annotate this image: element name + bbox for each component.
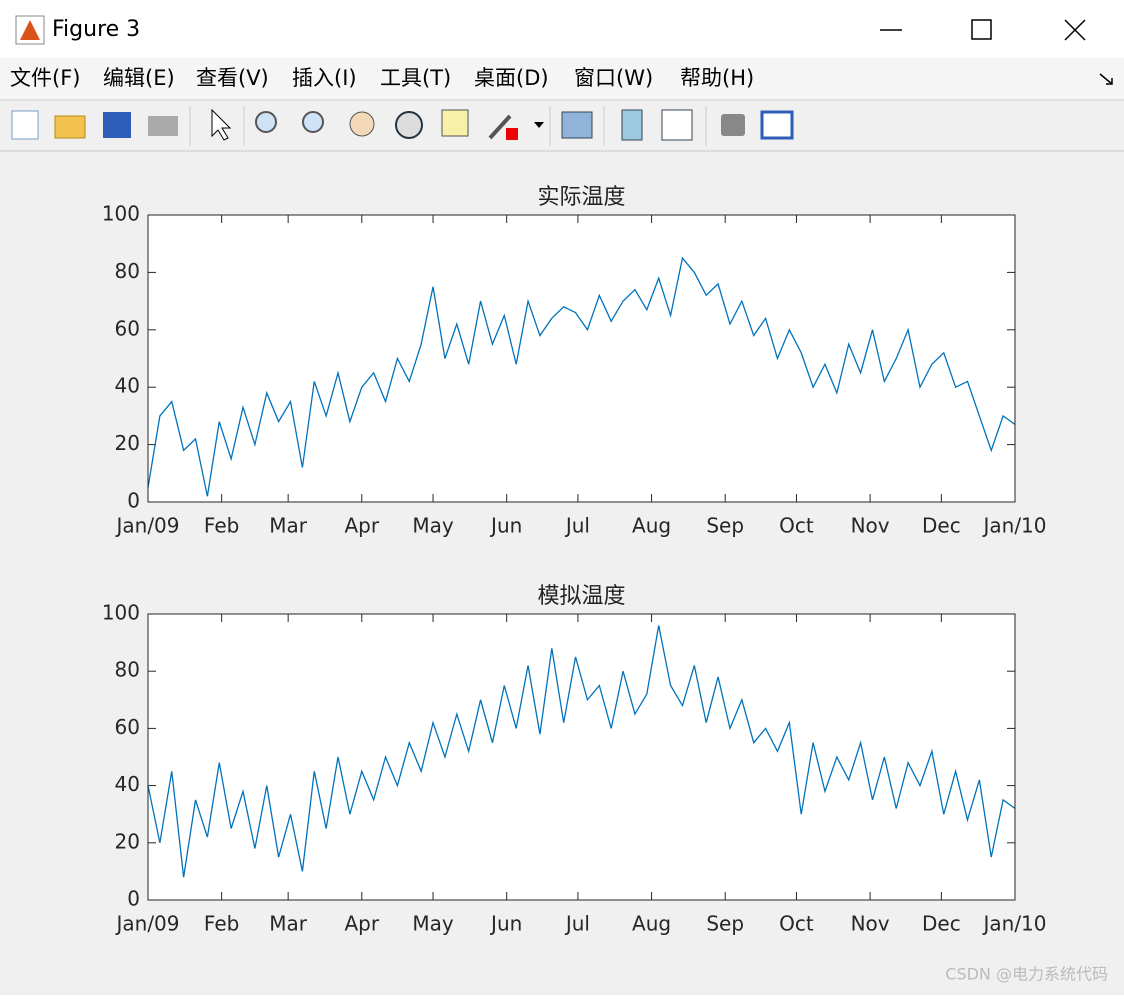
print-icon[interactable] [148, 116, 178, 136]
y-tick-label: 60 [115, 715, 140, 739]
y-tick-label: 0 [127, 489, 140, 513]
x-tick-label: Sep [706, 514, 744, 538]
plot-area [148, 215, 1015, 502]
brush-color [506, 128, 518, 140]
y-tick-label: 20 [115, 431, 140, 455]
brush-dropdown[interactable] [534, 122, 544, 128]
menu-item[interactable]: 插入(I) [292, 66, 357, 90]
pan-icon[interactable] [349, 111, 375, 137]
dock-arrow[interactable] [1099, 73, 1113, 85]
rotate-icon[interactable] [395, 111, 423, 139]
menu-item[interactable]: 查看(V) [196, 66, 269, 90]
x-tick-label: Feb [204, 912, 239, 936]
y-tick-label: 40 [115, 374, 140, 398]
y-tick-label: 80 [115, 259, 140, 283]
x-tick-label: Apr [344, 912, 379, 936]
menu-item[interactable]: 帮助(H) [680, 66, 754, 90]
x-tick-label: Jul [564, 912, 590, 936]
x-tick-label: Jun [489, 912, 522, 936]
chart-title: 模拟温度 [537, 584, 625, 609]
x-tick-label: May [412, 912, 454, 936]
open-icon[interactable] [54, 115, 86, 139]
x-tick-label: Feb [204, 514, 239, 538]
y-tick-label: 80 [115, 658, 140, 682]
colorbar-icon[interactable] [621, 109, 643, 141]
menu-item[interactable]: 文件(F) [10, 66, 80, 90]
x-tick-label: Oct [779, 514, 814, 538]
x-tick-label: Jun [489, 514, 522, 538]
x-tick-label: Mar [269, 514, 308, 538]
show-plot-tools-icon[interactable] [760, 110, 794, 140]
x-tick-label: Mar [269, 912, 308, 936]
toolbar [11, 106, 794, 146]
x-tick-label: Jan/10 [981, 514, 1046, 538]
y-tick-label: 40 [115, 772, 140, 796]
x-tick-label: Sep [706, 912, 744, 936]
watermark: CSDN @电力系统代码 [945, 965, 1108, 984]
close-button[interactable] [1064, 19, 1086, 41]
y-tick-label: 0 [127, 887, 140, 911]
menu-item[interactable]: 编辑(E) [103, 66, 175, 90]
menu: 文件(F) 编辑(E) 查看(V) 插入(I) 工具(T) 桌面(D) 窗口(W) 帮助(H) [10, 66, 754, 90]
x-tick-label: Nov [851, 514, 890, 538]
y-tick-label: 60 [115, 316, 140, 340]
x-tick-label: Nov [851, 912, 890, 936]
save-icon[interactable] [103, 112, 131, 138]
x-tick-label: Aug [632, 514, 671, 538]
hide-plot-tools-icon[interactable] [721, 114, 745, 136]
x-tick-label: Dec [922, 912, 961, 936]
y-tick-label: 20 [115, 829, 140, 853]
maximize-button[interactable] [971, 19, 992, 40]
menu-item[interactable]: 桌面(D) [474, 66, 549, 90]
title-bar [0, 0, 1124, 58]
x-tick-label: Apr [344, 514, 379, 538]
link-icon[interactable] [561, 111, 593, 139]
x-tick-label: Jan/10 [981, 912, 1046, 936]
new-icon[interactable] [11, 110, 39, 140]
x-tick-label: May [412, 514, 454, 538]
datatip-icon[interactable] [441, 109, 469, 137]
zoom-in-icon[interactable] [255, 111, 277, 133]
plot-area [148, 614, 1015, 900]
menu-bar [0, 58, 1124, 100]
x-tick-label: Oct [779, 912, 814, 936]
app-icon-shape [20, 20, 40, 40]
brush-icon[interactable] [488, 114, 512, 140]
menu-item[interactable]: 工具(T) [380, 66, 451, 90]
window-title: Figure 3 [52, 17, 140, 42]
y-tick-label: 100 [102, 601, 140, 625]
x-tick-label: Jan/09 [114, 912, 179, 936]
zoom-out-icon[interactable] [302, 111, 324, 133]
data-line [147, 256, 1016, 497]
x-tick-label: Jul [564, 514, 590, 538]
axes-box [147, 613, 1016, 901]
legend-icon[interactable] [661, 109, 693, 141]
menu-item[interactable]: 窗口(W) [574, 66, 653, 90]
chart-title: 实际温度 [537, 185, 625, 210]
axes-box [147, 214, 1016, 503]
data-line [147, 625, 1016, 878]
x-tick-label: Aug [632, 912, 671, 936]
x-tick-label: Dec [922, 514, 961, 538]
x-tick-label: Jan/09 [114, 514, 179, 538]
pointer-icon[interactable] [211, 108, 232, 141]
y-tick-label: 100 [102, 202, 140, 226]
